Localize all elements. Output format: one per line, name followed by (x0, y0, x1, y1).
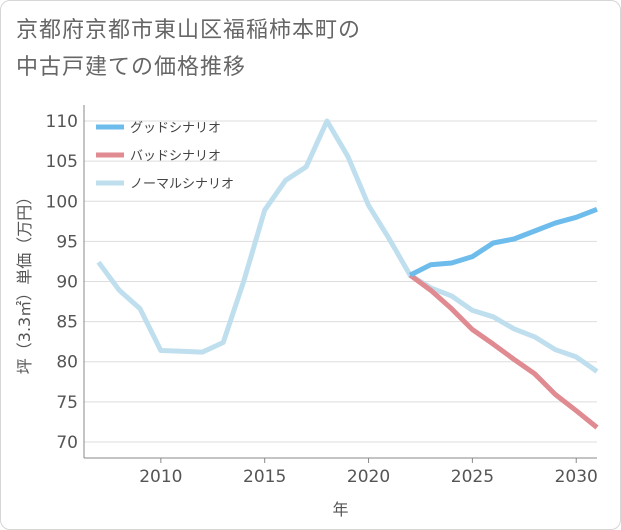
y-tick-label-85: 85 (56, 313, 78, 333)
series-lines (96, 118, 599, 430)
x-tick-label-2025: 2025 (451, 467, 494, 487)
legend-label-1: バッドシナリオ (130, 149, 221, 164)
x-tick-label-2010: 2010 (139, 467, 182, 487)
chart-title-line-2: 中古戸建ての価格推移 (16, 55, 247, 80)
y-tick-label-95: 95 (56, 232, 78, 252)
y-tick-label-105: 105 (46, 152, 78, 172)
chart-title-line-1: 京都府京都市東山区福稲柿本町の (16, 18, 362, 43)
series-line-1 (408, 273, 599, 430)
legend-label-0: グッドシナリオ (130, 121, 221, 136)
x-tick-label-2030: 2030 (555, 467, 598, 487)
x-axis-label: 年 (332, 500, 348, 519)
y-tick-label-90: 90 (56, 273, 78, 293)
x-tick-label-2015: 2015 (243, 467, 286, 487)
y-tick-label-75: 75 (56, 393, 78, 413)
x-tick-labels: 2010 2015 2020 2025 2030 (139, 467, 598, 487)
legend-label-2: ノーマルシナリオ (130, 177, 234, 192)
y-axis-label: 坪（3.3㎡）単価（万円） (15, 189, 34, 374)
series-line-0 (408, 206, 598, 278)
grid-lines (84, 120, 597, 443)
axes (83, 105, 597, 463)
series-line-2 (96, 118, 599, 374)
y-tick-label-100: 100 (46, 192, 78, 212)
y-tick-label-80: 80 (56, 353, 78, 373)
y-tick-label-70: 70 (56, 433, 78, 453)
y-tick-label-110: 110 (46, 112, 78, 132)
x-tick-label-2020: 2020 (347, 467, 390, 487)
y-tick-labels: 70 75 80 85 90 95 100 105 110 (46, 112, 78, 453)
chart-title: 京都府京都市東山区福稲柿本町の 中古戸建ての価格推移 (16, 12, 361, 86)
